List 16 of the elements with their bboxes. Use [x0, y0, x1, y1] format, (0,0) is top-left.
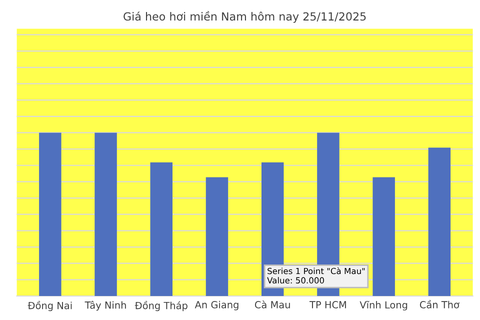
x-tick-label: An Giang	[194, 300, 238, 310]
bar	[150, 162, 173, 296]
bar	[428, 148, 451, 296]
bar	[94, 132, 117, 296]
x-tick-label: Cà Mau	[254, 300, 290, 308]
annotation: Series 1 Point "Cà Mau" Value: 50.000	[267, 267, 365, 284]
bar	[372, 177, 395, 296]
bar	[206, 177, 228, 296]
chart-title: Giá heo hơi miền Nam hôm nay 25/11/2025	[124, 11, 366, 23]
x-tick-label: Tây Ninh	[84, 300, 126, 311]
x-tick-label: Đồng Nai	[28, 300, 72, 312]
x-tick-label: Đồng Tháp	[134, 300, 188, 312]
x-tick-label: Cần Thơ	[420, 300, 460, 308]
bar	[39, 132, 62, 296]
x-tick-label: TP HCM	[309, 301, 346, 308]
x-tick-label: Vĩnh Long	[360, 300, 408, 310]
